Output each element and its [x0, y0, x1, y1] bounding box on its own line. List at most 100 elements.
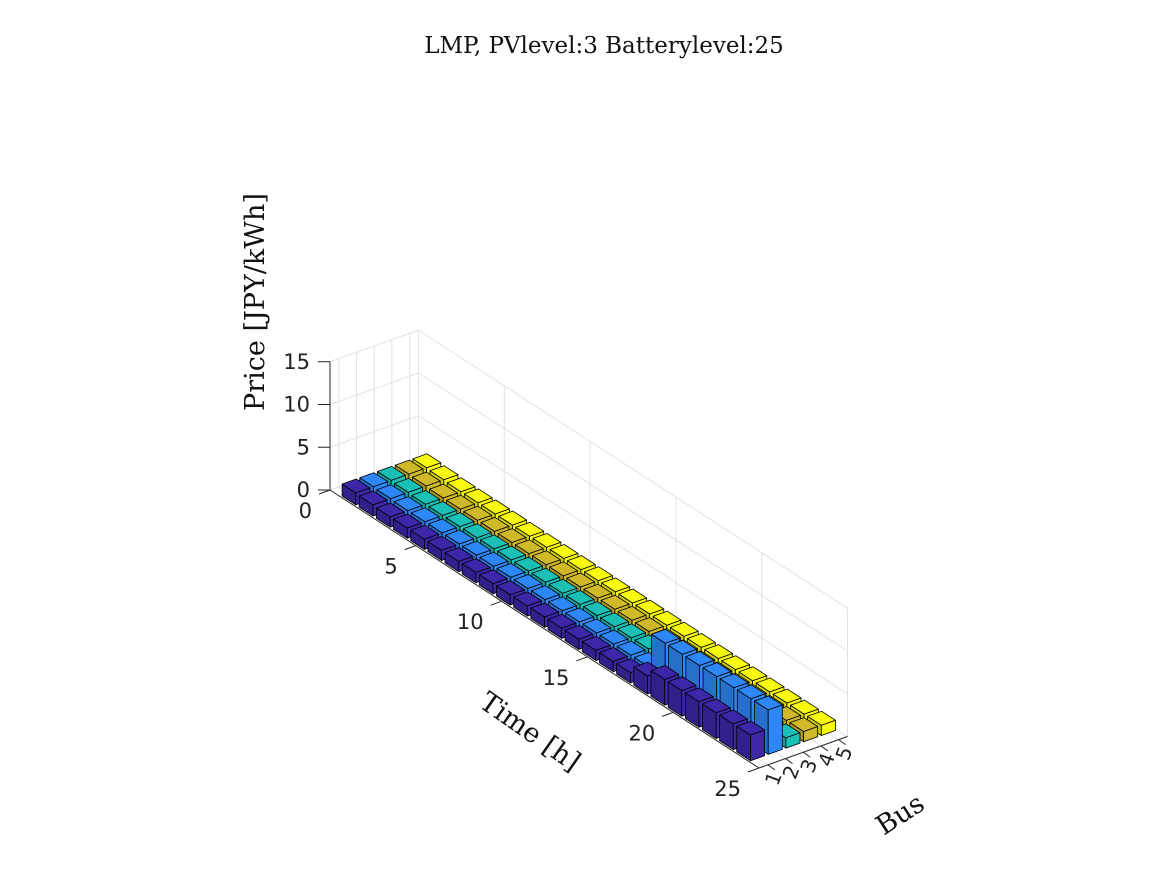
- bus-tick-mark: [820, 745, 829, 752]
- bar-top-face: [393, 496, 423, 512]
- bar-top-face: [617, 623, 646, 639]
- bar-top-face: [669, 621, 699, 637]
- bar-top-face: [513, 574, 543, 589]
- bar-top-face: [565, 607, 594, 623]
- bar-top-face: [411, 489, 441, 505]
- bus-tick-mark: [767, 764, 776, 771]
- bar-top-face: [738, 666, 768, 682]
- bar-top-face: [428, 501, 458, 516]
- time-tick-label: 20: [628, 721, 655, 745]
- bar-top-face: [496, 580, 525, 596]
- bar-top-face: [599, 629, 629, 645]
- bus-tick-mark: [802, 751, 811, 758]
- back-wall-price-gridline: [418, 415, 848, 695]
- bar-bus1-hour24: [736, 720, 765, 762]
- bar-top-face: [702, 662, 732, 677]
- bar-top-face: [514, 539, 544, 554]
- bar-top-face: [463, 505, 493, 521]
- bar-top-face: [410, 507, 440, 523]
- price-tick-label: 0: [297, 478, 310, 502]
- bar-top-face: [377, 465, 406, 481]
- bar-layer: [341, 453, 836, 762]
- bar-top-face: [652, 610, 682, 626]
- bar-top-face: [583, 601, 612, 616]
- bar-top-face: [479, 551, 509, 567]
- time-axis-line: [329, 489, 760, 769]
- bar-top-face: [427, 518, 457, 534]
- bar-top-face: [754, 695, 783, 711]
- bar-top-face: [582, 618, 612, 634]
- bar-top-face: [616, 640, 646, 656]
- bar-top-face: [650, 665, 680, 680]
- bar-top-face: [462, 523, 492, 539]
- bar-top-face: [566, 555, 596, 570]
- bar-top-face: [549, 544, 579, 559]
- bar-top-face: [376, 484, 406, 500]
- bar-top-face: [446, 477, 476, 493]
- bar-top-face: [583, 583, 613, 599]
- bar-top-face: [668, 640, 697, 655]
- price-tick-label: 15: [283, 350, 310, 374]
- bar-top-face: [721, 655, 750, 670]
- bar-top-face: [581, 636, 611, 651]
- bar-top-face: [359, 472, 389, 488]
- bar-top-face: [651, 628, 680, 644]
- bar-top-face: [411, 471, 441, 487]
- bar-top-face: [497, 528, 527, 543]
- bar-top-face: [685, 651, 715, 666]
- bar-top-face: [393, 513, 422, 529]
- bar-top-face: [429, 483, 458, 499]
- bar-top-face: [704, 644, 733, 659]
- bar-top-face: [635, 599, 665, 615]
- bar-top-face: [480, 517, 510, 532]
- bar-top-face: [462, 540, 492, 556]
- bus-tick-mark: [785, 758, 793, 764]
- bar-top-face: [446, 494, 475, 510]
- bar-top-face: [498, 510, 527, 526]
- bar-top-face: [684, 687, 714, 703]
- bar-top-face: [410, 524, 440, 540]
- time-tick-label: 25: [714, 777, 741, 801]
- chart-title: LMP, PVlevel:3 Batterylevel:25: [424, 33, 784, 59]
- bar-top-face: [532, 533, 562, 548]
- bar-top-face: [702, 698, 731, 714]
- bar-side-face: [767, 704, 783, 755]
- bar-top-face: [617, 606, 647, 621]
- bar-top-face: [548, 596, 577, 612]
- bar-top-face: [532, 550, 561, 566]
- bar-top-face: [463, 488, 493, 504]
- bar-top-face: [755, 677, 785, 693]
- axis-layer: [318, 361, 848, 773]
- back-wall-price-gridline: [418, 329, 848, 609]
- bar-top-face: [514, 556, 543, 572]
- bar-top-face: [772, 688, 802, 704]
- side-wall-price-gridline: [329, 372, 419, 405]
- bar-top-face: [789, 717, 819, 732]
- side-wall-price-gridline: [329, 329, 419, 363]
- bar-top-face: [719, 709, 748, 725]
- z-axis-label: Price [JPY/kWh]: [240, 193, 271, 411]
- time-tick-mark: [490, 600, 502, 606]
- back-wall-price-gridline: [418, 372, 848, 652]
- bar-top-face: [790, 699, 819, 715]
- bar-top-face: [565, 590, 595, 605]
- bar-top-face: [531, 567, 561, 583]
- bar-top-face: [496, 563, 526, 578]
- time-tick-mark: [747, 767, 760, 773]
- bar-top-face: [600, 612, 629, 627]
- bar-top-face: [375, 502, 405, 518]
- bar-top-face: [479, 534, 509, 550]
- bar-top-face: [807, 710, 836, 726]
- time-tick-mark: [404, 545, 416, 551]
- bar-top-face: [601, 577, 630, 593]
- bar-top-face: [429, 465, 459, 481]
- bar-top-face: [687, 633, 716, 648]
- bar-top-face: [667, 676, 697, 691]
- time-tick-label: 0: [299, 499, 312, 523]
- bar-top-face: [412, 453, 442, 469]
- bar-top-face: [445, 512, 475, 527]
- bar-top-face: [530, 602, 560, 618]
- time-tick-mark: [318, 489, 331, 495]
- bar-top-face: [584, 566, 613, 582]
- bar-top-face: [531, 585, 560, 600]
